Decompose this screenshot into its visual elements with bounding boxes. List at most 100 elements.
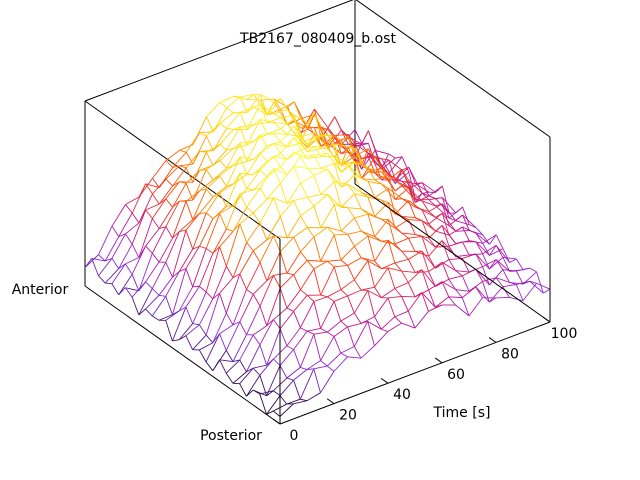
surface-mesh-segment [361, 178, 369, 182]
surface-mesh-segment [374, 156, 382, 160]
surface-mesh-segment [260, 103, 275, 114]
surface-mesh-segment [232, 371, 247, 384]
surface-mesh-segment [307, 114, 315, 130]
x-tick-mark [380, 377, 389, 384]
surface-mesh-segment [306, 227, 315, 238]
surface-mesh-segment [273, 113, 281, 119]
surface-mesh-segment [266, 390, 274, 397]
surface-mesh-segment [347, 295, 355, 314]
surface-mesh-segment [273, 167, 288, 176]
surface-mesh-segment [381, 171, 389, 176]
surface-mesh-segment [286, 137, 295, 148]
surface-mesh-segment [219, 246, 227, 267]
surface-mesh-segment [260, 94, 268, 115]
surface-mesh-segment [394, 288, 402, 297]
surface-mesh-segment [408, 200, 423, 211]
surface-mesh-segment [273, 319, 281, 330]
surface-mesh-segment [131, 245, 147, 275]
surface-mesh-segment [225, 372, 234, 384]
surface-mesh-segment [293, 236, 301, 252]
surface-mesh-segment [388, 153, 396, 159]
surface-mesh-segment [543, 288, 551, 294]
surface-mesh-segment [252, 212, 261, 224]
surface-mesh-segment [475, 286, 490, 303]
surface-mesh-segment [354, 279, 362, 291]
surface-mesh-segment [313, 205, 322, 228]
surface-mesh-segment [219, 231, 234, 247]
surface-mesh-segment [118, 212, 133, 237]
surface-mesh-segment [259, 223, 268, 241]
surface-mesh-segment [158, 314, 173, 321]
surface-mesh-segment [273, 358, 281, 366]
surface-mesh-segment [307, 368, 314, 370]
surface-mesh-segment [199, 188, 207, 192]
surface-mesh-segment [219, 205, 234, 214]
surface-mesh-segment [313, 112, 322, 136]
surface-mesh-segment [374, 240, 389, 262]
surface-mesh-segment [334, 143, 349, 147]
surface-mesh-segment [495, 259, 504, 270]
surface-mesh-segment [253, 198, 268, 214]
surface-mesh-segment [307, 154, 315, 159]
surface-mesh-segment [286, 200, 294, 204]
surface-mesh-segment [502, 284, 517, 288]
surface-mesh-segment [415, 182, 423, 185]
surface-mesh-segment [178, 248, 194, 272]
surface-mesh-segment [212, 246, 220, 254]
x-axis-ticks: 0 20 40 60 80 100 [272, 316, 577, 444]
surface-mesh-segment [205, 213, 221, 249]
surface-mesh-segment [246, 367, 254, 373]
surface-mesh-segment [320, 266, 335, 296]
surface-mesh-segment [266, 216, 281, 241]
surface-mesh-segment [387, 297, 396, 317]
surface-mesh-segment [98, 254, 106, 262]
surface-mesh-segment [239, 156, 248, 175]
surface-mesh-segment [354, 235, 369, 247]
surface-mesh-segment [273, 98, 281, 103]
surface-mesh-segment [293, 369, 308, 381]
surface-mesh-segment [401, 232, 409, 239]
surface-mesh-segment [455, 289, 470, 292]
surface-mesh-segment [185, 306, 194, 324]
surface-mesh-segment [172, 268, 187, 315]
surface-mesh-segment [435, 261, 443, 269]
surface-mesh-segment [367, 260, 382, 270]
surface-mesh-segment [260, 119, 274, 123]
surface-mesh-segment [333, 204, 342, 232]
surface-mesh-segment [408, 235, 422, 239]
y-axis-line [84, 285, 281, 425]
surface-mesh-segment [212, 149, 227, 166]
surface-mesh-segment [158, 294, 166, 297]
box-edge [84, 100, 281, 240]
surface-mesh-segment [347, 183, 362, 193]
surface-mesh-segment [192, 151, 201, 165]
surface-mesh-segment [380, 316, 396, 330]
surface-mesh-segment [219, 277, 234, 294]
surface-mesh-segment [252, 250, 261, 263]
surface-mesh-segment [334, 162, 348, 166]
surface-mesh-segment [253, 133, 268, 142]
surface-mesh-segment [206, 135, 214, 151]
surface-mesh-segment [313, 301, 322, 329]
surface-mesh-segment [185, 335, 193, 350]
surface-mesh-segment [252, 280, 268, 295]
surface-mesh-segment [273, 122, 288, 125]
surface-mesh-segment [279, 183, 288, 204]
surface-mesh-segment [455, 230, 470, 232]
surface-mesh-segment [259, 187, 268, 200]
surface-mesh-segment [313, 334, 321, 361]
surface-mesh-segment [407, 292, 423, 312]
surface-mesh-segment [239, 273, 247, 290]
surface-mesh-segment [219, 213, 227, 230]
surface-mesh-segment [448, 278, 456, 290]
surface-mesh-segment [320, 301, 335, 329]
surface-mesh-segment [489, 259, 497, 270]
surface-mesh-segment [421, 182, 430, 197]
surface-mesh-segment [334, 116, 342, 131]
surface-mesh-segment [293, 311, 301, 328]
surface-mesh-segment [199, 196, 214, 214]
surface-mesh-segment [165, 178, 173, 187]
surface-mesh-segment [448, 217, 456, 222]
surface-mesh-segment [320, 163, 335, 169]
surface-mesh-segment [226, 112, 241, 129]
